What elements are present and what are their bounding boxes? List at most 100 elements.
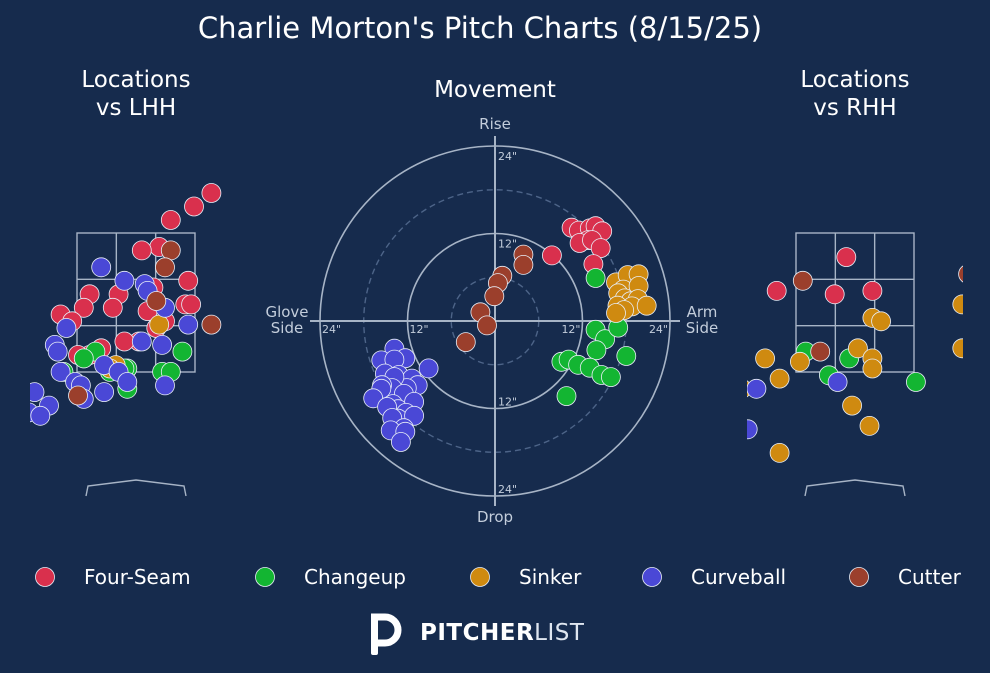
movement-point-changeup — [556, 386, 577, 407]
pitch-point-sinker — [871, 311, 891, 332]
pitch-point-sinker — [755, 348, 775, 369]
movement-point-curveball — [390, 432, 411, 452]
movement-point-curveball — [418, 358, 439, 379]
pitch-point-cutter — [792, 270, 813, 291]
pitch-point-four-seam — [131, 240, 152, 261]
movement-point-cutter — [513, 254, 534, 275]
text-line: Rise — [479, 115, 511, 133]
pitch-point-four-seam — [114, 331, 135, 352]
pitch-point-cutter — [810, 341, 831, 362]
pitch-point-four-seam — [862, 280, 883, 301]
ring-label-right-12: 12" — [561, 323, 580, 336]
pitch-point-curveball — [747, 378, 767, 399]
brand-bold: PITCHER — [420, 620, 535, 646]
pitch-point-four-seam — [201, 183, 222, 203]
home-plate — [85, 479, 187, 497]
text-line: Side — [271, 319, 303, 337]
legend-item-changeup: Changeup — [255, 565, 406, 589]
pitch-point-curveball — [727, 433, 746, 452]
legend-marker — [849, 567, 869, 587]
pitch-point-four-seam — [766, 280, 787, 301]
legend-marker — [35, 567, 55, 587]
text-line: Glove — [265, 303, 308, 321]
pitch-point-four-seam — [160, 210, 181, 230]
axis-label-rise: Rise — [479, 115, 511, 133]
pitch-point-sinker — [842, 395, 862, 416]
pitch-point-curveball — [50, 361, 71, 382]
legend-label: Four-Seam — [84, 565, 191, 589]
ring-label-right-24: 24" — [649, 323, 668, 336]
axis-label-glove-side: Glove Side — [265, 303, 308, 337]
pitch-point-cutter — [201, 314, 222, 335]
pitch-point-curveball — [152, 334, 173, 355]
pitch-point-curveball — [30, 405, 51, 426]
pitcherlist-logo-icon — [371, 613, 402, 655]
legend-marker — [255, 567, 275, 587]
ring-label-bottom-12: 12" — [498, 396, 517, 409]
movement-point-changeup — [585, 268, 606, 288]
ring-label-left-24: 24" — [322, 323, 341, 336]
brand-light: LIST — [534, 620, 585, 646]
text-line: Drop — [477, 508, 513, 526]
ring-label-left-12: 12" — [410, 323, 429, 336]
panel-title: Movement — [434, 77, 556, 103]
pitch-point-curveball — [117, 372, 138, 392]
text-line: Locations — [800, 67, 909, 93]
ring-label-top-12: 12" — [498, 238, 517, 251]
movement-point-cutter — [477, 315, 497, 336]
pitch-points — [363, 216, 657, 452]
pitch-point-curveball — [30, 382, 45, 402]
pitch-point-four-seam — [73, 297, 94, 318]
pitch-point-curveball — [94, 382, 114, 403]
pitch-point-cutter — [160, 240, 181, 261]
pitch-point-sinker — [952, 338, 963, 359]
pitch-point-cutter — [68, 385, 88, 406]
text-line: Locations — [81, 67, 190, 93]
pitch-point-curveball — [827, 372, 848, 392]
axis-label-arm-side: Arm Side — [686, 303, 718, 337]
pitch-point-curveball — [131, 331, 152, 352]
pitch-point-cutter — [146, 291, 167, 311]
text-line: Side — [686, 319, 718, 337]
pitch-point-four-seam — [184, 196, 204, 217]
home-plate — [804, 479, 906, 497]
legend-item-sinker: Sinker — [470, 565, 582, 589]
pitch-point-curveball — [178, 314, 199, 335]
pitch-point-curveball — [91, 257, 112, 278]
legend-label: Cutter — [898, 565, 962, 589]
strike-zone-outline — [795, 232, 915, 373]
legend-item-curveball: Curveball — [642, 565, 786, 589]
text-line: vs RHH — [813, 95, 896, 121]
pitch-point-curveball — [114, 270, 135, 291]
figure-title: Charlie Morton's Pitch Charts (8/15/25) — [198, 11, 762, 45]
pitch-point-four-seam — [824, 284, 845, 305]
legend-label: Sinker — [519, 565, 582, 589]
pitcherlist-wordmark: PITCHERLIST — [420, 620, 584, 646]
legend: Four-Seam Changeup Sinker Curveball Cutter — [35, 565, 962, 589]
pitch-point-four-seam — [181, 294, 202, 315]
movement-point-changeup — [586, 340, 607, 361]
pitch-point-sinker — [769, 368, 790, 389]
movement-point-cutter — [455, 332, 476, 353]
pitch-point-curveball — [11, 423, 30, 442]
pitch-point-curveball — [47, 341, 68, 362]
pitch-point-curveball — [56, 318, 77, 338]
panel-title: Locations vs LHH — [81, 67, 190, 121]
axis-label-drop: Drop — [477, 508, 513, 526]
pitch-point-curveball — [747, 419, 758, 440]
text-line: vs LHH — [96, 95, 176, 121]
pitch-point-curveball — [155, 375, 175, 396]
movement-point-four-seam — [542, 245, 562, 266]
pitch-point-changeup — [906, 372, 926, 392]
movement-point-sinker — [636, 295, 657, 316]
pitch-point-sinker — [790, 351, 810, 372]
legend-label: Curveball — [691, 565, 786, 589]
pitch-point-sinker — [149, 314, 170, 335]
pitch-point-cutter — [958, 265, 963, 283]
text-line: Arm — [687, 303, 718, 321]
pitch-point-four-seam — [178, 270, 199, 291]
movement-point-cutter — [484, 286, 505, 307]
legend-item-cutter: Cutter — [849, 565, 962, 589]
pitch-point-sinker — [859, 415, 880, 436]
